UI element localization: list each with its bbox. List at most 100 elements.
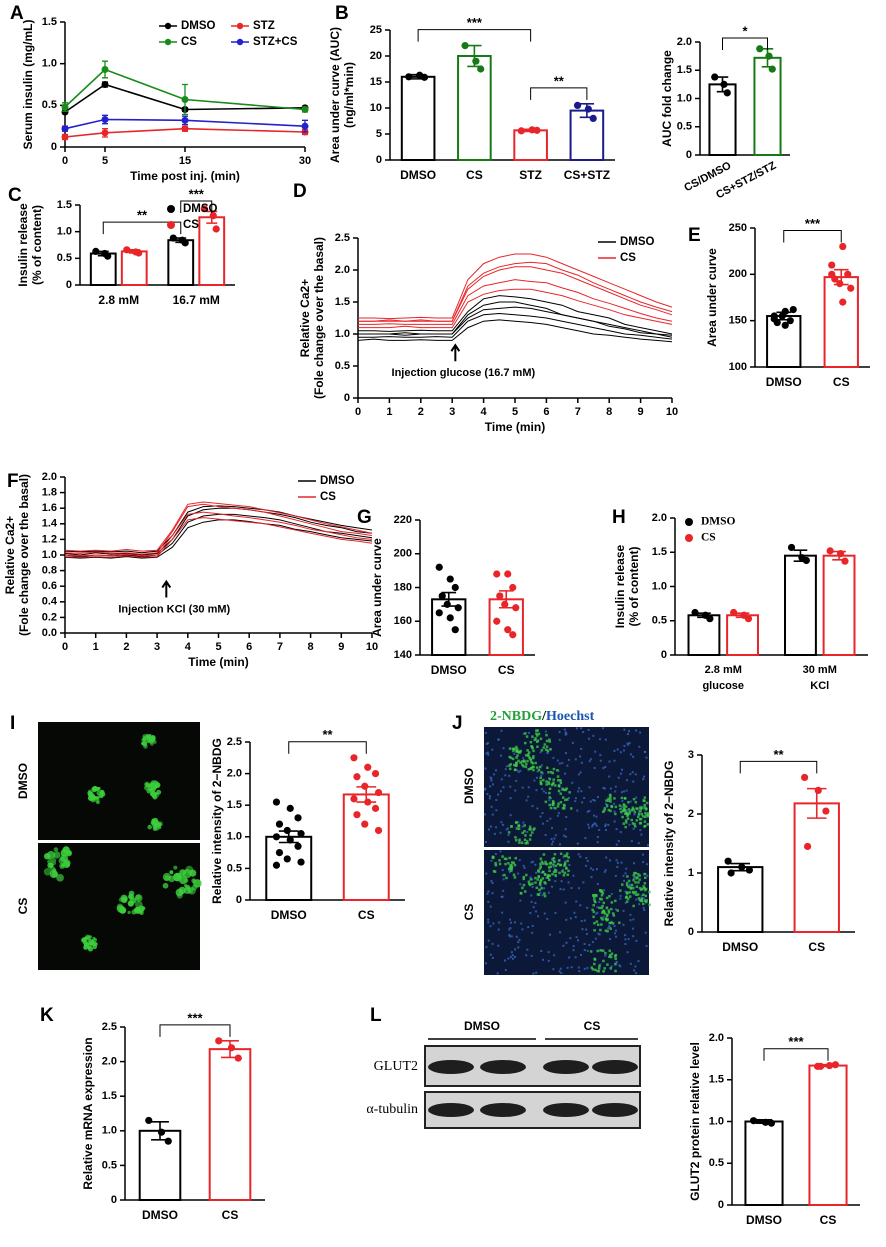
significance-label: *** xyxy=(187,1010,203,1025)
cell-signal xyxy=(634,881,637,884)
panel-letter: I xyxy=(10,713,15,734)
nucleus xyxy=(535,776,538,779)
nucleus xyxy=(583,949,586,952)
bar xyxy=(793,802,840,933)
data-point xyxy=(135,249,143,257)
nucleus xyxy=(574,956,577,959)
x-tick-label: CS xyxy=(498,663,515,677)
cell-signal xyxy=(638,899,642,902)
nucleus xyxy=(614,785,617,788)
cell-signal xyxy=(534,737,537,740)
nucleus xyxy=(594,750,597,753)
cell-signal xyxy=(498,859,501,862)
nucleus xyxy=(627,743,630,746)
data-point xyxy=(847,284,855,292)
trace-line xyxy=(358,261,673,322)
nucleus xyxy=(590,876,593,879)
nucleus xyxy=(500,821,503,824)
cell-signal xyxy=(645,900,648,904)
cell-signal xyxy=(610,952,614,955)
y-tick-label: 1.6 xyxy=(42,502,57,514)
nucleus xyxy=(576,727,579,730)
cell-signal xyxy=(547,781,550,784)
y-tick-label: 1.5 xyxy=(102,1090,117,1102)
cell-signal xyxy=(625,821,628,824)
nucleus xyxy=(640,894,643,897)
nucleus xyxy=(571,781,574,784)
x-tick-label: 2.8 mM xyxy=(705,664,742,676)
cell-signal xyxy=(513,768,517,772)
cell-signal xyxy=(619,889,622,892)
y-tick-label: 0.5 xyxy=(57,252,72,264)
data-point xyxy=(573,101,582,109)
cell-signal xyxy=(625,895,628,899)
nucleus xyxy=(593,814,596,817)
data-point xyxy=(533,126,541,134)
y-tick-label: 2.0 xyxy=(102,1056,117,1068)
nucleus xyxy=(624,890,627,893)
bar xyxy=(708,83,737,156)
x-tick-label: 2 xyxy=(123,641,129,653)
y-tick-label: 1.0 xyxy=(652,580,667,592)
cell-signal xyxy=(595,920,599,923)
nucleus xyxy=(608,775,611,778)
nucleus xyxy=(510,935,513,938)
cell-cluster xyxy=(121,910,126,914)
trace-line xyxy=(64,503,373,555)
cell-signal xyxy=(539,880,542,883)
cell-signal xyxy=(523,824,526,827)
nucleus xyxy=(588,760,591,763)
data-point xyxy=(730,608,738,617)
data-point xyxy=(509,631,517,639)
nucleus xyxy=(568,956,571,959)
x-tick-label: 4 xyxy=(481,406,488,418)
nucleus xyxy=(586,859,589,862)
nucleus xyxy=(502,786,505,789)
cell-signal xyxy=(640,897,643,900)
nucleus xyxy=(592,798,595,801)
cell-signal xyxy=(561,796,565,799)
nucleus xyxy=(530,861,533,864)
y-tick-label: 0.6 xyxy=(42,580,57,592)
cell-signal xyxy=(598,889,602,892)
data-point xyxy=(768,65,776,73)
cell-cluster xyxy=(127,910,131,915)
x-tick-label: CS+STZ xyxy=(564,168,610,182)
cell-signal xyxy=(510,863,513,867)
nucleus xyxy=(547,891,550,894)
nucleus xyxy=(627,938,630,941)
nucleus xyxy=(554,834,557,837)
data-point xyxy=(371,804,380,812)
cell-signal xyxy=(535,766,539,769)
series-line xyxy=(64,118,306,130)
cell-signal xyxy=(619,807,622,811)
y-axis-label: Relative mRNA expression xyxy=(81,1037,95,1189)
cell-signal xyxy=(523,741,527,745)
cell-signal xyxy=(538,867,542,870)
cell-signal xyxy=(551,873,554,876)
cell-signal xyxy=(596,923,600,927)
nucleus xyxy=(535,789,538,792)
nucleus xyxy=(498,921,501,924)
x-tick-label: 10 xyxy=(366,641,378,653)
bar xyxy=(342,793,390,901)
cell-signal xyxy=(634,871,638,875)
row-label: CS xyxy=(462,904,476,921)
nucleus xyxy=(523,866,526,869)
nucleus xyxy=(624,938,627,941)
nucleus xyxy=(562,944,565,947)
nucleus xyxy=(640,833,643,836)
nucleus xyxy=(497,944,500,947)
y-axis-label: Insulin release xyxy=(613,544,627,628)
nucleus xyxy=(591,823,594,826)
nucleus xyxy=(596,906,599,909)
significance-bracket xyxy=(783,230,842,243)
trace-line xyxy=(64,501,373,552)
y-tick-label: 0.5 xyxy=(42,99,57,111)
cell-signal xyxy=(539,782,543,785)
bar xyxy=(208,1048,252,1202)
nucleus xyxy=(586,949,589,952)
nucleus xyxy=(502,747,505,750)
nucleus xyxy=(520,922,523,925)
nucleus xyxy=(542,958,545,961)
